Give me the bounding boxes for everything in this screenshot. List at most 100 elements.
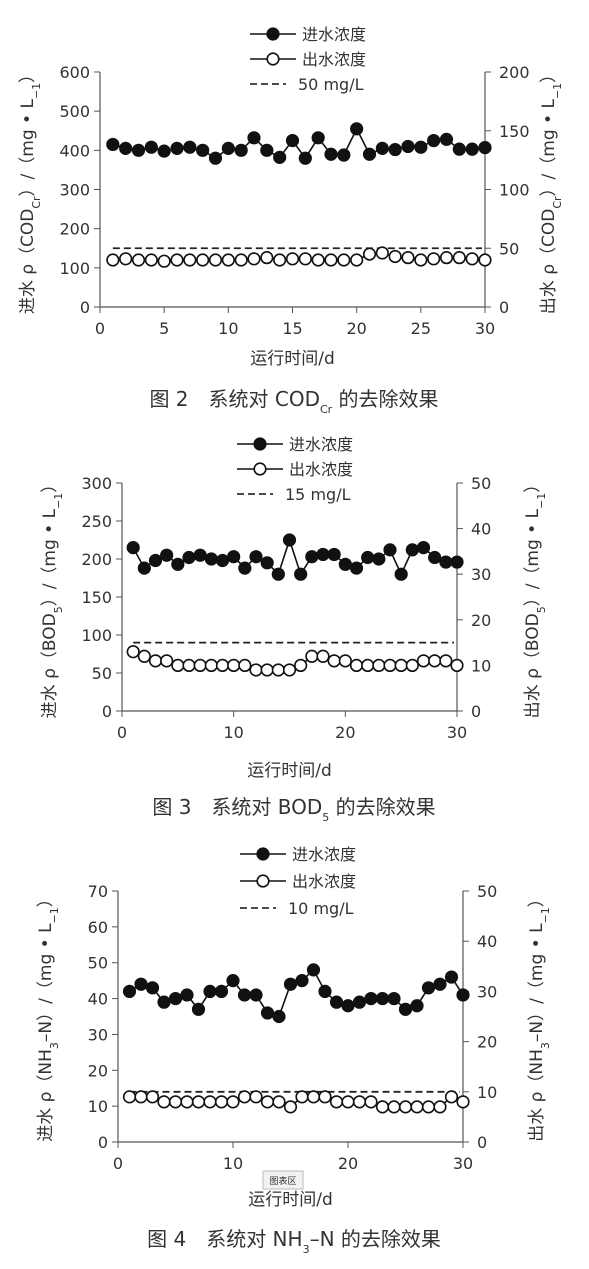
figure-caption-part: Cr [320, 403, 333, 416]
effluent-point [450, 658, 464, 673]
left-y-axis-title-part: Cr [30, 196, 43, 209]
influent-point [283, 977, 298, 991]
effluent-point [272, 1095, 286, 1109]
influent-point [168, 991, 183, 1006]
right-tick-label: 150 [499, 122, 530, 141]
x-tick-label: 30 [453, 1154, 473, 1173]
effluent-point [428, 654, 442, 668]
influent-point [182, 550, 196, 565]
influent-point [338, 557, 352, 571]
influent-point [170, 141, 184, 155]
left-y-axis-title: 进水 ρ（BOD5）/（mg • L−1） [40, 476, 65, 719]
legend-marker [253, 462, 267, 476]
x-tick-label: 20 [346, 319, 366, 338]
effluent-point [410, 1100, 424, 1114]
right-y-axis-title-part: ） [539, 66, 559, 83]
effluent-point [414, 253, 428, 267]
effluent-point [237, 1090, 252, 1104]
effluent-point [375, 1100, 390, 1114]
influent-point [160, 548, 174, 562]
effluent-point [398, 1100, 413, 1114]
left-y-axis-title-part: 进水 ρ（BOD [40, 613, 60, 718]
effluent-point [234, 253, 248, 267]
legend-marker [266, 27, 280, 41]
effluent-point [119, 252, 133, 266]
right-tick-label: 50 [471, 474, 491, 493]
effluent-point [157, 254, 171, 268]
influent-point [428, 550, 442, 565]
left-y-axis-title-part: ） [36, 890, 56, 907]
left-y-axis-title: 进水 ρ（NH3–N）/（mg • L−1） [36, 890, 61, 1142]
effluent-point [226, 1095, 240, 1109]
right-tick-label: 0 [477, 1133, 487, 1152]
influent-point [214, 984, 229, 999]
effluent-point [349, 658, 364, 673]
influent-point [294, 567, 308, 581]
x-tick-label: 30 [447, 723, 467, 742]
influent-point [134, 977, 148, 991]
right-y-axis-title-part: 出水 ρ（BOD [523, 613, 543, 718]
effluent-point [338, 654, 352, 668]
legend-label: 出水浓度 [302, 50, 366, 69]
influent-point [478, 140, 492, 155]
effluent-point [221, 253, 235, 267]
effluent-point [324, 253, 338, 267]
right-y-axis-title-part: 出水 ρ（NH [527, 1049, 547, 1142]
effluent-point [427, 252, 441, 266]
legend-marker [266, 52, 280, 66]
influent-point [272, 1009, 286, 1024]
left-y-axis-title-part: –N）/（mg • L [36, 923, 56, 1042]
left-tick-label: 150 [81, 588, 112, 607]
effluent-point [134, 1090, 148, 1104]
effluent-point [364, 1095, 378, 1109]
effluent-point [362, 247, 377, 261]
x-tick-label: 0 [117, 723, 127, 742]
effluent-point [421, 1100, 436, 1114]
effluent-point [383, 658, 397, 673]
left-y-axis-title-part: ）/（mg • L [18, 99, 38, 197]
effluent-point [106, 253, 120, 267]
effluent-point [204, 658, 218, 673]
left-y-axis-title-part: ） [18, 66, 38, 83]
influent-point [311, 131, 325, 145]
influent-point [375, 991, 390, 1006]
figure-caption-part: 的去除效果 [329, 795, 435, 819]
influent-point [227, 550, 241, 564]
effluent-point [337, 253, 351, 267]
influent-point [410, 999, 424, 1013]
influent-point [196, 143, 210, 157]
influent-point [208, 151, 223, 165]
x-tick-label: 15 [282, 319, 302, 338]
left-tick-label: 300 [81, 474, 112, 493]
x-axis-title: 运行时间/d [248, 1190, 333, 1210]
right-tick-label: 10 [471, 656, 491, 675]
effluent-point [157, 1095, 171, 1109]
effluent-point [388, 249, 402, 264]
legend-label: 进水浓度 [302, 25, 366, 44]
left-tick-label: 60 [88, 918, 108, 937]
left-y-axis-title-part: 进水 ρ（COD [18, 209, 38, 315]
influent-point [191, 1002, 206, 1016]
influent-point [387, 991, 401, 1006]
left-y-axis-title-part: −1 [48, 907, 61, 923]
effluent-point [361, 658, 375, 673]
influent-point [249, 988, 263, 1002]
effluent-point [329, 1095, 344, 1109]
chart-panel-3: 0 50 100 150 200 250 300 0 10 20 30 40 50 0 10 20 30 进水浓度… [40, 435, 548, 824]
right-tick-label: 0 [499, 298, 509, 317]
effluent-point [294, 658, 308, 673]
legend-label: 出水浓度 [289, 460, 353, 479]
effluent-point [273, 253, 287, 267]
effluent-point [180, 1095, 194, 1109]
influent-point [234, 143, 248, 157]
left-tick-label: 400 [59, 141, 90, 160]
influent-point [444, 970, 459, 984]
left-tick-label: 0 [80, 298, 90, 317]
influent-point [433, 977, 447, 991]
effluent-point [318, 1090, 332, 1104]
effluent-point [191, 1095, 206, 1109]
effluent-point [260, 663, 274, 677]
figure-caption-part: 5 [322, 811, 329, 824]
left-y-axis-title-part: 进水 ρ（NH [36, 1049, 56, 1142]
influent-point [327, 547, 341, 562]
